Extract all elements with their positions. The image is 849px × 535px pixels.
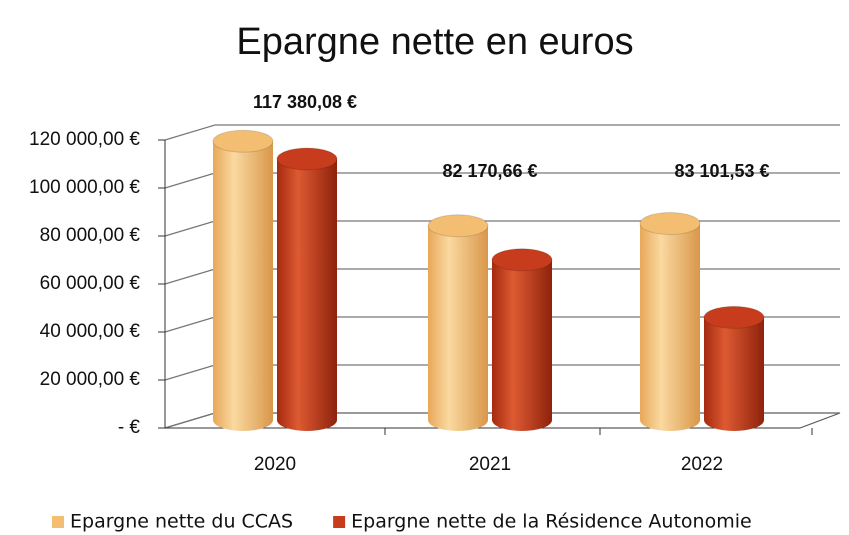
x-tick-label: 2021	[469, 454, 511, 475]
x-tick-label: 2022	[681, 454, 723, 475]
cylinder-top	[639, 212, 701, 236]
bar	[491, 248, 553, 431]
cylinder-top	[491, 248, 553, 272]
legend-label: Epargne nette du CCAS	[70, 511, 293, 533]
legend-label: Epargne nette de la Résidence Autonomie	[351, 511, 752, 533]
data-label: 83 101,53 €	[674, 161, 769, 181]
legend-swatch	[52, 516, 64, 528]
bar	[639, 212, 701, 431]
x-tick-label: 2020	[254, 454, 296, 475]
y-tick-label: 60 000,00 €	[40, 273, 141, 294]
data-label: 82 170,66 €	[442, 161, 537, 181]
bar	[276, 147, 338, 431]
cylinder-body	[704, 317, 764, 431]
legend: Epargne nette du CCAS Epargne nette de la…	[52, 511, 752, 533]
cylinder-top	[212, 129, 274, 153]
cylinder-body	[213, 141, 273, 431]
bar	[212, 129, 274, 431]
cylinder-body	[428, 225, 488, 431]
chart-title: Epargne nette en euros	[236, 21, 633, 63]
cylinder-body	[277, 159, 337, 431]
cylinder-top	[276, 147, 338, 171]
cylinder-body	[492, 259, 552, 431]
y-tick-label: 40 000,00 €	[40, 321, 141, 342]
y-tick-label: 100 000,00 €	[29, 177, 140, 198]
y-tick-label: 120 000,00 €	[29, 129, 140, 150]
y-tick-label: 20 000,00 €	[40, 369, 141, 390]
cylinder-top	[427, 214, 489, 238]
bar	[427, 214, 489, 431]
legend-swatch	[333, 516, 346, 528]
grid-line	[164, 124, 840, 141]
cylinder-top	[703, 305, 765, 329]
cylinder-body	[640, 223, 700, 431]
y-tick-label: 80 000,00 €	[40, 225, 141, 246]
y-tick-label: - €	[118, 417, 141, 438]
data-label: 117 380,08 €	[253, 92, 357, 112]
bar	[703, 305, 765, 431]
